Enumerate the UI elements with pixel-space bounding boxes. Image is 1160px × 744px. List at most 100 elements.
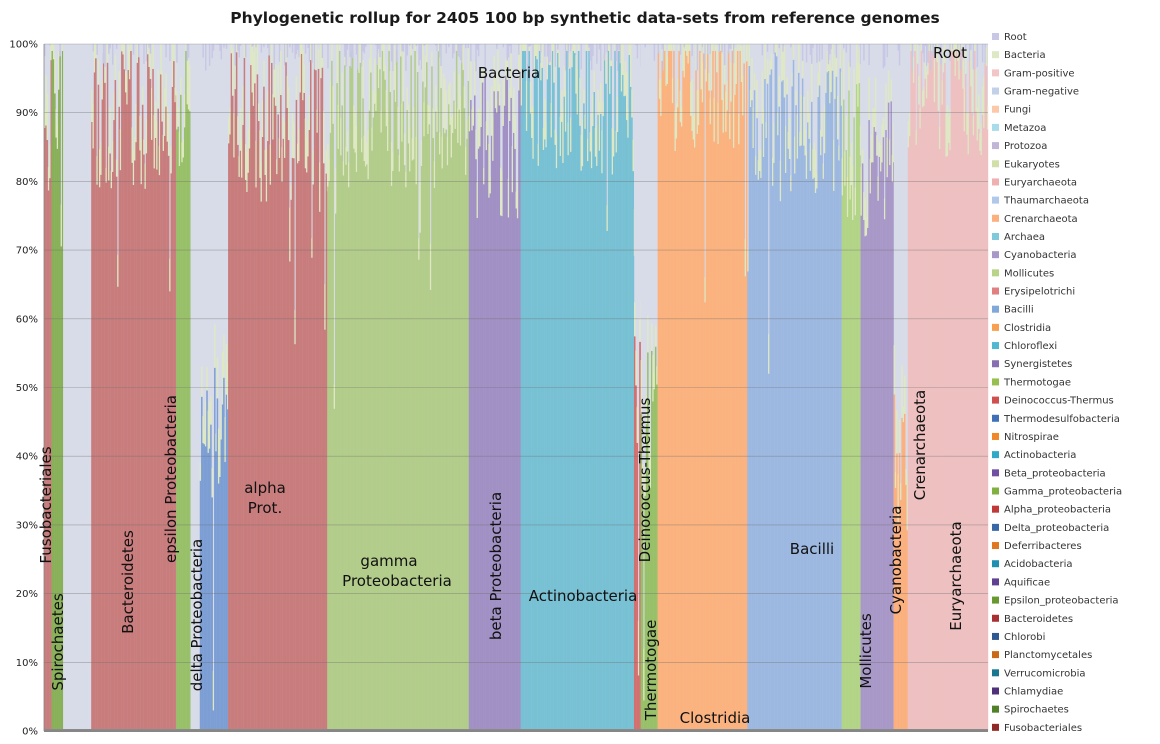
bar-segment [329, 132, 332, 731]
bacteria-segment [429, 243, 432, 290]
bar-segment [813, 177, 816, 732]
bacteria-segment [810, 57, 813, 102]
bacteria-segment [538, 44, 541, 51]
bacteria-segment [307, 120, 309, 157]
bacteria-segment [501, 171, 503, 217]
bar-segment [549, 65, 551, 731]
bar-segment [602, 116, 605, 732]
bar-segment [920, 50, 923, 732]
bacteria-segment [286, 75, 289, 108]
root-segment [234, 44, 237, 66]
bar-segment [212, 710, 215, 731]
bar-area [44, 44, 989, 732]
bacteria-segment [656, 366, 658, 385]
bar-segment [355, 171, 358, 731]
bacteria-segment [628, 44, 631, 56]
bar-segment [779, 201, 782, 731]
bar-segment [110, 188, 113, 731]
bar-segment [571, 67, 573, 731]
root-segment [435, 44, 437, 46]
root-segment [109, 44, 111, 49]
root-segment [984, 44, 986, 64]
root-segment [730, 44, 732, 50]
bacteria-segment [409, 128, 411, 172]
bar-segment [114, 79, 117, 732]
bacteria-segment [97, 59, 100, 85]
bacteria-segment [244, 144, 247, 180]
root-segment [104, 44, 106, 67]
bar-segment [366, 164, 368, 731]
root-segment [801, 44, 804, 61]
bar-segment [699, 50, 701, 732]
root-segment [252, 44, 255, 46]
bacteria-segment [280, 50, 282, 95]
bar-segment [795, 105, 797, 732]
legend-label: Nitrospirae [1004, 432, 1059, 443]
bar-segment [340, 155, 342, 731]
bar-segment [603, 54, 606, 732]
bacteria-segment [113, 92, 115, 121]
bacteria-segment [497, 50, 499, 92]
root-segment [596, 44, 598, 64]
bar-segment [838, 160, 840, 732]
bar-segment [358, 72, 360, 732]
legend-item: Synergistetes [992, 359, 1072, 370]
bacteria-segment [340, 117, 342, 156]
legend-label: Verrucomicrobia [1004, 668, 1086, 679]
bacteria-segment [674, 110, 676, 151]
bar-segment [59, 50, 61, 732]
bar-segment [372, 117, 375, 731]
bar-segment [859, 155, 861, 731]
region-label-actinobacteria: Actinobacteria [529, 587, 638, 605]
bar-segment [717, 143, 719, 731]
bar-segment [436, 131, 438, 732]
bar-segment [912, 82, 915, 731]
bacteria-segment [937, 59, 940, 111]
bacteria-segment [99, 149, 101, 188]
bar-segment [44, 127, 46, 732]
legend-item: Delta_proteobacteria [992, 523, 1109, 534]
bar-segment [652, 401, 654, 731]
bar-segment [703, 53, 705, 732]
bar-segment [985, 65, 988, 732]
bar-group-delta-proteobacteria [199, 44, 229, 731]
bacteria-segment [114, 55, 117, 80]
legend-swatch [992, 160, 999, 168]
bacteria-segment [584, 114, 586, 129]
bar-segment [937, 110, 940, 732]
bar-segment [924, 78, 927, 731]
bacteria-segment [577, 44, 580, 51]
bacteria-segment [865, 217, 868, 236]
bacteria-segment [825, 72, 827, 93]
bacteria-segment [637, 620, 640, 676]
bar-segment [818, 85, 821, 732]
bacteria-segment [670, 44, 673, 51]
bar-segment [589, 151, 592, 732]
bar-segment [905, 484, 907, 731]
bar-segment [923, 105, 925, 732]
bacteria-segment [471, 109, 473, 131]
bar-segment [393, 89, 395, 731]
bar-segment [234, 89, 237, 731]
bacteria-segment [405, 171, 407, 188]
bar-segment [727, 50, 730, 732]
bar-segment [812, 178, 814, 731]
region-label-thermotogae: Thermotogae [642, 620, 660, 722]
bar-segment [241, 177, 243, 731]
legend-item: Epsilon_proteobacteria [992, 596, 1119, 607]
bar-segment [458, 109, 460, 731]
bacteria-segment [374, 58, 376, 104]
bacteria-segment [817, 72, 819, 97]
bar-segment [842, 99, 845, 731]
root-segment [396, 44, 398, 62]
bar-segment [415, 184, 418, 732]
root-segment [405, 44, 407, 71]
bar-segment [51, 50, 54, 732]
bacteria-segment [885, 83, 887, 131]
bar-segment [487, 135, 489, 731]
bar-segment [274, 105, 277, 732]
bar-segment [765, 137, 767, 732]
bacteria-segment [703, 44, 705, 54]
bar-segment [260, 201, 263, 731]
bar-segment [592, 126, 594, 731]
